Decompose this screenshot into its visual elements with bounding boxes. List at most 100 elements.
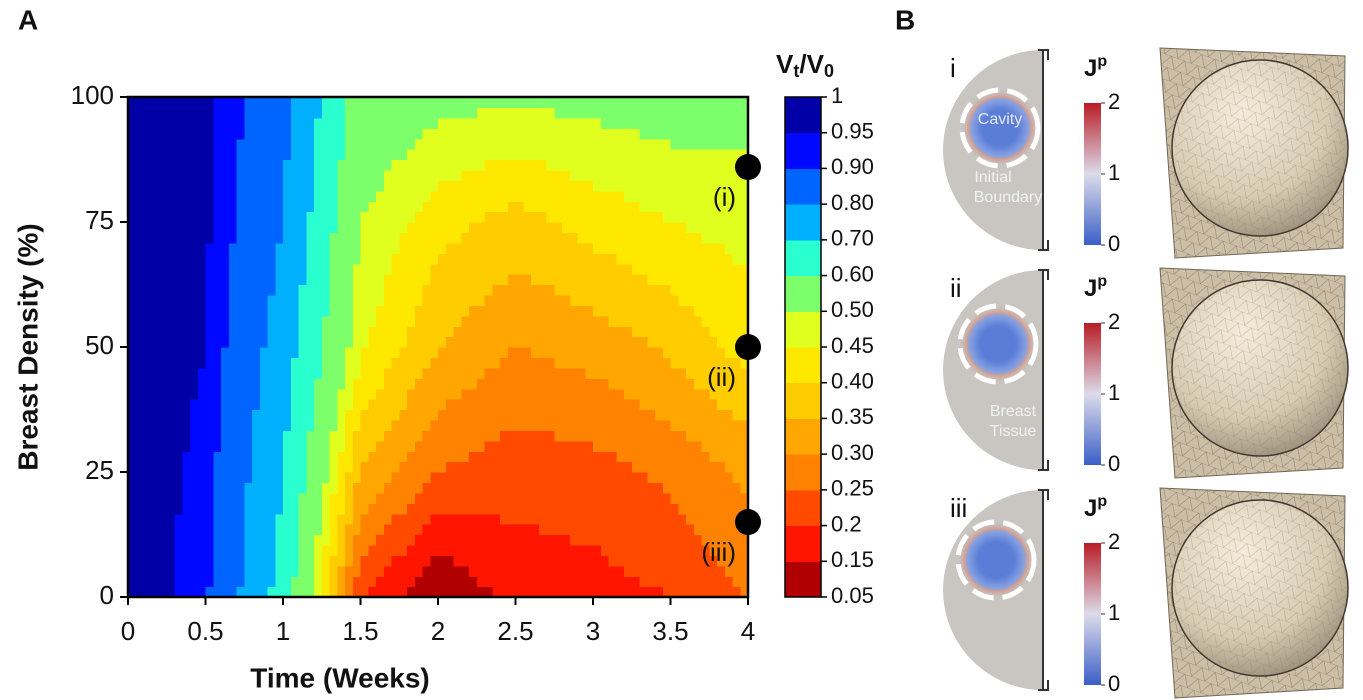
- contour-cell: [523, 514, 531, 525]
- contour-cell: [492, 274, 500, 285]
- contour-cell: [237, 253, 245, 264]
- contour-cell: [516, 378, 524, 389]
- contour-cell: [190, 347, 198, 358]
- contour-cell: [430, 285, 438, 296]
- contour-cell: [221, 212, 229, 223]
- contour-cell: [531, 389, 539, 400]
- contour-cell: [306, 368, 314, 379]
- contour-cell: [609, 482, 617, 493]
- contour-cell: [554, 243, 562, 254]
- contour-cell: [151, 149, 159, 160]
- contour-cell: [554, 305, 562, 316]
- contour-cell: [198, 368, 206, 379]
- contour-cell: [190, 566, 198, 577]
- contour-cell: [477, 378, 485, 389]
- contour-cell: [554, 170, 562, 181]
- contour-cell: [182, 285, 190, 296]
- contour-cell: [151, 430, 159, 441]
- contour-cell: [136, 160, 144, 171]
- contour-cell: [407, 149, 415, 160]
- contour-cell: [190, 368, 198, 379]
- jp-tick-label: 1: [1108, 380, 1120, 405]
- contour-cell: [725, 160, 733, 171]
- contour-cell: [229, 180, 237, 191]
- contour-cell: [260, 337, 268, 348]
- contour-cell: [159, 566, 167, 577]
- contour-cell: [252, 389, 260, 400]
- contour-cell: [609, 503, 617, 514]
- contour-cell: [167, 191, 175, 202]
- contour-cell: [477, 222, 485, 233]
- contour-cell: [640, 410, 648, 421]
- contour-cell: [237, 524, 245, 535]
- contour-cell: [423, 253, 431, 264]
- contour-cell: [492, 347, 500, 358]
- contour-cell: [376, 149, 384, 160]
- contour-cell: [244, 430, 252, 441]
- contour-cell: [330, 285, 338, 296]
- contour-cell: [392, 535, 400, 546]
- contour-cell: [244, 107, 252, 118]
- contour-cell: [485, 149, 493, 160]
- contour-cell: [415, 524, 423, 535]
- contour-cell: [423, 149, 431, 160]
- contour-cell: [252, 128, 260, 139]
- contour-cell: [702, 264, 710, 275]
- contour-cell: [384, 118, 392, 129]
- contour-cell: [694, 482, 702, 493]
- contour-cell: [392, 514, 400, 525]
- contour-cell: [624, 118, 632, 129]
- contour-cell: [678, 420, 686, 431]
- contour-cell: [616, 107, 624, 118]
- contour-cell: [322, 514, 330, 525]
- contour-cell: [709, 232, 717, 243]
- contour-cell: [733, 420, 741, 431]
- contour-cell: [229, 514, 237, 525]
- contour-cell: [725, 170, 733, 181]
- contour-cell: [190, 576, 198, 587]
- contour-cell: [190, 305, 198, 316]
- contour-cell: [554, 357, 562, 368]
- contour-cell: [593, 326, 601, 337]
- contour-cell: [663, 378, 671, 389]
- contour-cell: [671, 337, 679, 348]
- contour-cell: [523, 212, 531, 223]
- contour-cell: [291, 107, 299, 118]
- contour-cell: [423, 243, 431, 254]
- contour-cell: [717, 347, 725, 358]
- contour-cell: [616, 514, 624, 525]
- contour-cell: [151, 545, 159, 556]
- contour-cell: [423, 378, 431, 389]
- contour-cell: [330, 357, 338, 368]
- contour-cell: [539, 378, 547, 389]
- contour-cell: [477, 420, 485, 431]
- contour-cell: [252, 462, 260, 473]
- contour-cell: [376, 378, 384, 389]
- contour-cell: [136, 347, 144, 358]
- contour-cell: [244, 441, 252, 452]
- contour-cell: [539, 128, 547, 139]
- contour-cell: [562, 357, 570, 368]
- contour-cell: [438, 566, 446, 577]
- contour-cell: [399, 180, 407, 191]
- contour-cell: [361, 97, 369, 108]
- contour-cell: [322, 503, 330, 514]
- contour-cell: [601, 316, 609, 327]
- contour-cell: [678, 493, 686, 504]
- contour-cell: [322, 253, 330, 264]
- contour-cell: [508, 430, 516, 441]
- contour-cell: [151, 493, 159, 504]
- contour-cell: [345, 316, 353, 327]
- contour-cell: [663, 149, 671, 160]
- contour-cell: [221, 222, 229, 233]
- contour-cell: [268, 326, 276, 337]
- contour-cell: [384, 274, 392, 285]
- contour-cell: [647, 566, 655, 577]
- contour-cell: [299, 201, 307, 212]
- contour-cell: [446, 368, 454, 379]
- contour-cell: [345, 462, 353, 473]
- contour-cell: [570, 545, 578, 556]
- contour-cell: [322, 451, 330, 462]
- contour-cell: [663, 326, 671, 337]
- contour-cell: [283, 118, 291, 129]
